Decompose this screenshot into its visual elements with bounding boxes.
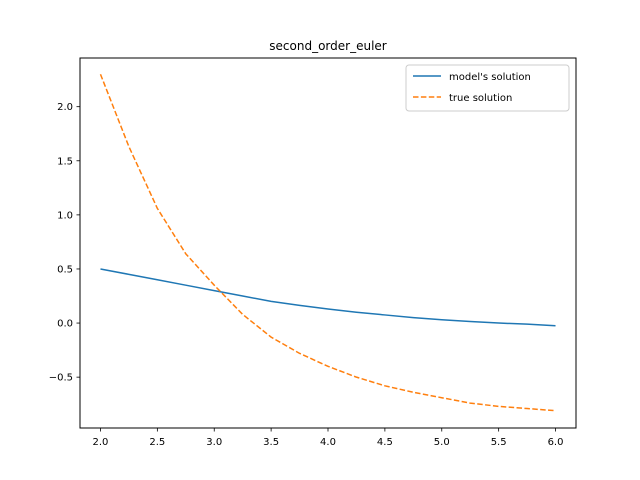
x-tick-label: 3.5: [263, 437, 279, 448]
x-tick-label: 2.5: [149, 437, 165, 448]
y-tick-label: 0.0: [57, 319, 73, 330]
x-tick-label: 6.0: [548, 437, 564, 448]
x-tick-label: 5.5: [491, 437, 507, 448]
legend-label-model-solution: model's solution: [449, 72, 531, 83]
chart-title: second_order_euler: [269, 39, 387, 53]
x-tick-label: 4.5: [377, 437, 393, 448]
legend-box: [405, 64, 570, 112]
series-line-model-s-solution: [100, 268, 556, 327]
legend-label-true-solution: true solution: [449, 93, 512, 104]
series-line-true-solution: [99, 73, 556, 412]
x-tick-label: 5.0: [434, 437, 450, 448]
x-tick-label: 2.0: [93, 437, 109, 448]
x-tick-label: 4.0: [320, 437, 336, 448]
legend: model's solution true solution: [405, 64, 570, 112]
x-tick-label: 3.0: [206, 437, 222, 448]
x-axis: 2.0 2.5 3.0 3.5 4.0 4.5 5.0 5.5 6.0: [93, 428, 564, 448]
series-layer: [99, 73, 556, 412]
plot-area-frame: [79, 57, 577, 429]
y-tick-label: −0.5: [49, 373, 73, 384]
y-axis: −0.5 0.0 0.5 1.0 1.5 2.0: [49, 102, 80, 384]
y-tick-label: 1.0: [57, 210, 73, 221]
y-tick-label: 1.5: [57, 156, 73, 167]
y-tick-label: 0.5: [57, 264, 73, 275]
y-tick-label: 2.0: [57, 102, 73, 113]
